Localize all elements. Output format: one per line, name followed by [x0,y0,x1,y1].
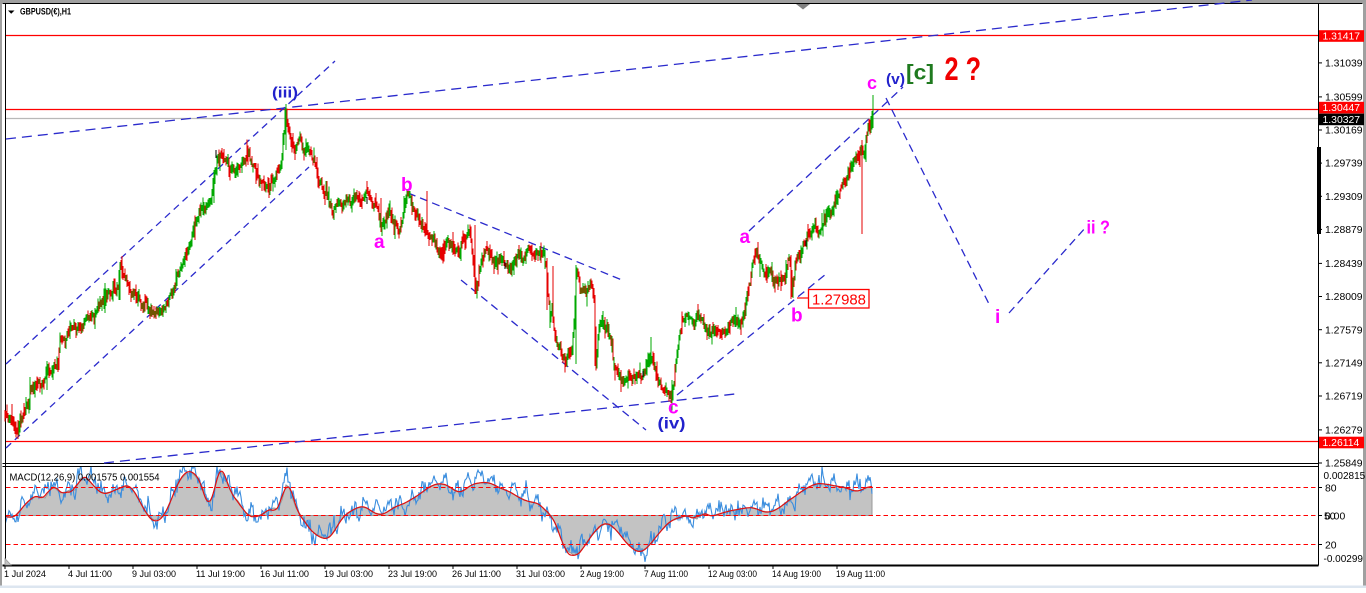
svg-text:2 ?: 2 ? [945,51,982,87]
svg-text:1.27579: 1.27579 [1325,325,1363,336]
svg-text:19 Jul 03:00: 19 Jul 03:00 [324,569,373,580]
svg-text:1.29309: 1.29309 [1325,192,1363,203]
svg-text:12 Aug 03:00: 12 Aug 03:00 [708,569,757,580]
svg-text:1.30599: 1.30599 [1325,93,1363,104]
svg-text:MACD(12,26,9) 0.001575 0.00155: MACD(12,26,9) 0.001575 0.001554 [10,472,160,483]
svg-text:9 Jul 03:00: 9 Jul 03:00 [132,569,176,580]
svg-text:b: b [401,175,413,196]
svg-text:80: 80 [1325,484,1337,495]
svg-text:7 Aug 11:00: 7 Aug 11:00 [644,569,688,580]
svg-text:1.26114: 1.26114 [1323,438,1360,449]
svg-text:1 Jul 2024: 1 Jul 2024 [4,569,46,580]
svg-text:ii ?: ii ? [1087,218,1111,238]
svg-text:31 Jul 03:00: 31 Jul 03:00 [516,569,565,580]
svg-text:4 Jul 11:00: 4 Jul 11:00 [68,569,112,580]
svg-text:c: c [668,398,679,419]
svg-text:i: i [995,307,1000,328]
svg-text:1.30447: 1.30447 [1323,103,1361,114]
svg-text:1.28879: 1.28879 [1325,225,1363,236]
svg-text:a: a [374,232,385,253]
svg-text:1.27149: 1.27149 [1325,358,1363,369]
svg-text:1.31417: 1.31417 [1323,32,1361,43]
svg-text:GBPUSD(€),H1: GBPUSD(€),H1 [20,6,71,16]
svg-text:b: b [791,306,803,327]
svg-text:20: 20 [1325,541,1337,552]
svg-text:26 Jul 11:00: 26 Jul 11:00 [452,569,501,580]
svg-text:1.30169: 1.30169 [1325,126,1363,137]
svg-text:c: c [867,73,877,93]
svg-text:50: 50 [1324,512,1336,523]
svg-text:(iii): (iii) [272,85,298,102]
svg-text:1.29739: 1.29739 [1325,159,1363,170]
svg-text:(iv): (iv) [658,416,686,433]
svg-text:0.002815: 0.002815 [1324,471,1366,482]
svg-text:1.26279: 1.26279 [1325,426,1363,437]
svg-text:14 Aug 19:00: 14 Aug 19:00 [772,569,821,580]
svg-text:19 Aug 11:00: 19 Aug 11:00 [836,569,885,580]
svg-text:11 Jul 19:00: 11 Jul 19:00 [196,569,245,580]
svg-text:[c]: [c] [906,62,934,85]
svg-text:1.25849: 1.25849 [1325,459,1363,470]
svg-text:2 Aug 19:00: 2 Aug 19:00 [580,569,624,580]
svg-text:1.30327: 1.30327 [1323,115,1361,126]
svg-text:1.26719: 1.26719 [1325,392,1363,403]
svg-text:23 Jul 19:00: 23 Jul 19:00 [388,569,437,580]
svg-text:-0.00299: -0.00299 [1324,554,1364,565]
svg-text:1.28439: 1.28439 [1325,259,1363,270]
svg-text:1.28009: 1.28009 [1325,292,1363,303]
svg-text:0.00: 0.00 [1325,512,1345,523]
svg-text:16 Jul 11:00: 16 Jul 11:00 [260,569,309,580]
svg-text:1.27988: 1.27988 [812,292,866,309]
svg-text:1.31039: 1.31039 [1325,59,1363,70]
svg-text:a: a [740,227,751,248]
svg-text:(v): (v) [886,71,905,88]
